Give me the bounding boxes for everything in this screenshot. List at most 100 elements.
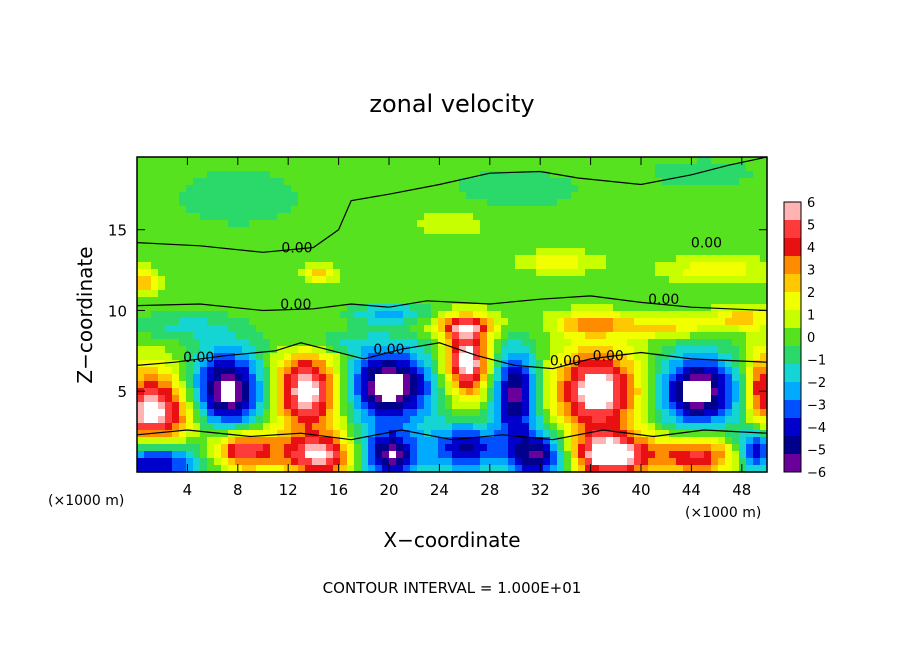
- heatmap-cell: [592, 374, 600, 382]
- heatmap-cell: [340, 388, 348, 396]
- heatmap-cell: [438, 241, 446, 249]
- heatmap-cell: [193, 318, 201, 326]
- heatmap-cell: [515, 409, 523, 417]
- heatmap-cell: [312, 416, 320, 424]
- heatmap-cell: [151, 437, 159, 445]
- heatmap-cell: [550, 451, 558, 459]
- heatmap-cell: [690, 255, 698, 263]
- heatmap-cell: [550, 276, 558, 284]
- heatmap-cell: [459, 353, 467, 361]
- heatmap-cell: [711, 241, 719, 249]
- heatmap-cell: [207, 353, 215, 361]
- heatmap-cell: [655, 178, 663, 186]
- heatmap-cell: [578, 332, 586, 340]
- heatmap-cell: [333, 458, 341, 466]
- heatmap-cell: [172, 304, 180, 312]
- heatmap-cell: [228, 430, 236, 438]
- heatmap-cell: [725, 185, 733, 193]
- heatmap-cell: [291, 262, 299, 270]
- heatmap-cell: [613, 255, 621, 263]
- heatmap-cell: [221, 234, 229, 242]
- heatmap-cell: [473, 185, 481, 193]
- colorbar-tick-label: −3: [807, 399, 826, 414]
- heatmap-cell: [459, 437, 467, 445]
- heatmap-cell: [515, 199, 523, 207]
- heatmap-cell: [214, 297, 222, 305]
- heatmap-cell: [403, 227, 411, 235]
- heatmap-cell: [417, 381, 425, 389]
- heatmap-cell: [697, 458, 705, 466]
- heatmap-cell: [480, 388, 488, 396]
- heatmap-cell: [410, 430, 418, 438]
- heatmap-cell: [452, 423, 460, 431]
- heatmap-cell: [291, 346, 299, 354]
- heatmap-cell: [179, 304, 187, 312]
- heatmap-cell: [746, 199, 754, 207]
- heatmap-cell: [417, 332, 425, 340]
- x-tick-label: 20: [379, 481, 398, 499]
- heatmap-cell: [662, 444, 670, 452]
- heatmap-cell: [424, 416, 432, 424]
- heatmap-cell: [193, 374, 201, 382]
- heatmap-cell: [214, 388, 222, 396]
- heatmap-cell: [368, 276, 376, 284]
- heatmap-cell: [634, 318, 642, 326]
- heatmap-cell: [312, 297, 320, 305]
- heatmap-cell: [557, 437, 565, 445]
- heatmap-cell: [585, 164, 593, 172]
- heatmap-cell: [571, 255, 579, 263]
- heatmap-cell: [599, 157, 607, 165]
- heatmap-cell: [172, 311, 180, 319]
- heatmap-cell: [578, 241, 586, 249]
- heatmap-cell: [543, 353, 551, 361]
- heatmap-cell: [564, 409, 572, 417]
- heatmap-cell: [186, 416, 194, 424]
- heatmap-cell: [172, 339, 180, 347]
- heatmap-cell: [627, 304, 635, 312]
- heatmap-cell: [431, 381, 439, 389]
- heatmap-cell: [137, 346, 145, 354]
- heatmap-cell: [494, 178, 502, 186]
- heatmap-cell: [221, 318, 229, 326]
- heatmap-cell: [354, 346, 362, 354]
- heatmap-cell: [137, 199, 145, 207]
- heatmap-cell: [438, 178, 446, 186]
- heatmap-cell: [424, 171, 432, 179]
- heatmap-cell: [193, 255, 201, 263]
- heatmap-cell: [550, 367, 558, 375]
- heatmap-cell: [620, 178, 628, 186]
- heatmap-cell: [298, 381, 306, 389]
- heatmap-cell: [368, 206, 376, 214]
- heatmap-cell: [284, 171, 292, 179]
- heatmap-cell: [648, 465, 656, 473]
- heatmap-cell: [228, 381, 236, 389]
- heatmap-cell: [732, 402, 740, 410]
- heatmap-cell: [557, 241, 565, 249]
- heatmap-cell: [389, 430, 397, 438]
- heatmap-cell: [655, 325, 663, 333]
- heatmap-cell: [214, 185, 222, 193]
- heatmap-cell: [277, 437, 285, 445]
- heatmap-cell: [480, 339, 488, 347]
- heatmap-cell: [200, 164, 208, 172]
- heatmap-cell: [403, 409, 411, 417]
- heatmap-cell: [669, 178, 677, 186]
- heatmap-cell: [627, 325, 635, 333]
- heatmap-cell: [494, 367, 502, 375]
- heatmap-cell: [634, 346, 642, 354]
- contour-line: [136, 156, 768, 253]
- heatmap-cell: [746, 304, 754, 312]
- heatmap-cell: [270, 388, 278, 396]
- x-units-left: (×1000 m): [48, 493, 124, 509]
- heatmap-cell: [179, 206, 187, 214]
- heatmap-cell: [564, 339, 572, 347]
- heatmap-cell: [487, 297, 495, 305]
- heatmap-cell: [480, 325, 488, 333]
- heatmap-cell: [536, 304, 544, 312]
- heatmap-cell: [662, 276, 670, 284]
- heatmap-cell: [697, 437, 705, 445]
- heatmap-cell: [438, 213, 446, 221]
- heatmap-cell: [557, 374, 565, 382]
- heatmap-cell: [221, 360, 229, 368]
- heatmap-cell: [676, 339, 684, 347]
